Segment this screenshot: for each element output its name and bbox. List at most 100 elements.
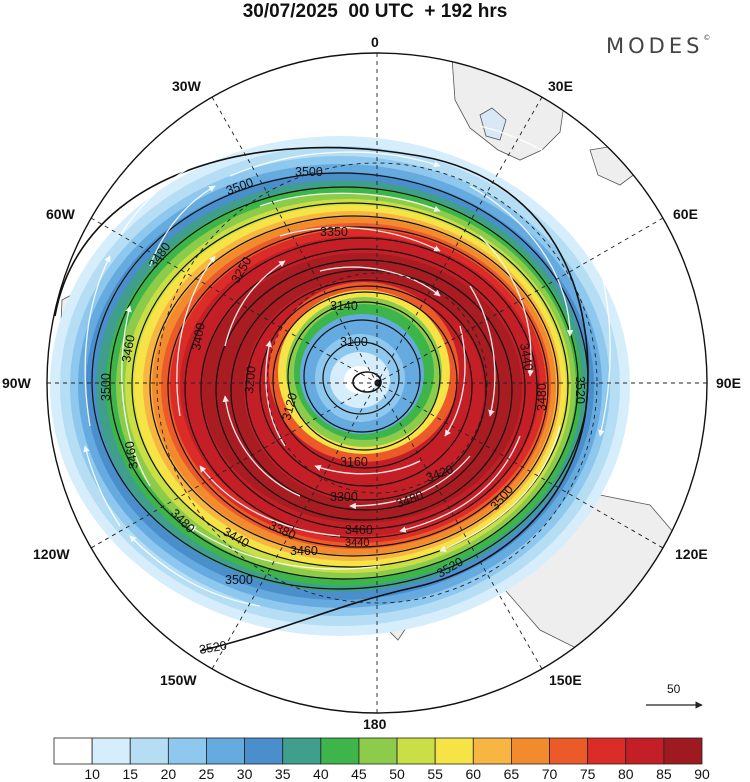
colorbar-tick-label: 45 bbox=[351, 766, 367, 782]
streamline bbox=[84, 255, 111, 427]
longitude-label-30w: 30W bbox=[172, 78, 201, 94]
streamline bbox=[265, 340, 286, 447]
streamline bbox=[314, 460, 421, 475]
contour-label: 3460 bbox=[290, 544, 318, 558]
east-africa-coast bbox=[589, 144, 641, 186]
longitude-label-30e: 30E bbox=[548, 78, 573, 94]
contour-label: 3400 bbox=[189, 322, 208, 352]
colorbar-tick-label: 60 bbox=[466, 766, 482, 782]
colorbar-cell bbox=[511, 737, 550, 765]
colorbar-cell bbox=[396, 737, 436, 765]
streamline bbox=[149, 185, 216, 267]
colorbar-cell bbox=[53, 737, 93, 765]
streamline bbox=[83, 445, 121, 527]
contour-3520 bbox=[54, 146, 589, 652]
longitude-label-90e: 90E bbox=[716, 375, 741, 391]
colorbar-cell bbox=[434, 737, 474, 765]
streamline bbox=[399, 435, 521, 533]
streamline bbox=[199, 465, 341, 537]
colorbar: 10 15 20 25 30 35 40 45 50 55 60 65 70 75 80 85 90 bbox=[53, 737, 710, 782]
longitude-label-120e: 120E bbox=[675, 546, 708, 562]
streamline bbox=[229, 151, 441, 177]
colorbar-cell bbox=[472, 737, 512, 765]
streamline bbox=[439, 425, 561, 552]
streamline bbox=[224, 260, 286, 347]
contour-label: 3480 bbox=[535, 383, 549, 411]
colorbar-cell bbox=[320, 737, 360, 765]
streamline bbox=[176, 255, 216, 417]
colorbar-tick-label: 35 bbox=[275, 766, 291, 782]
colorbar-tick-label: 70 bbox=[542, 766, 558, 782]
contour-label: 3500 bbox=[225, 573, 253, 587]
streamline bbox=[479, 125, 591, 187]
streamline bbox=[189, 525, 381, 570]
streamline bbox=[259, 192, 441, 212]
contour-label: 3440 bbox=[517, 342, 536, 372]
colorbar-cell bbox=[625, 737, 665, 765]
africa-land bbox=[451, 53, 566, 161]
colorbar-cell bbox=[549, 737, 589, 765]
longitude-label-60w: 60W bbox=[46, 206, 75, 222]
copyright-mark: © bbox=[703, 34, 711, 42]
colorbar-tick-label: 85 bbox=[656, 766, 672, 782]
streamline bbox=[119, 134, 261, 237]
modes-logo: MODES© bbox=[606, 34, 710, 58]
contour-label: 3350 bbox=[320, 225, 348, 239]
colorbar-cell bbox=[91, 737, 131, 765]
contour-label: 3300 bbox=[330, 490, 358, 504]
colorbar-cell bbox=[282, 737, 322, 765]
colorbar-cell bbox=[663, 737, 703, 765]
streamline bbox=[222, 395, 301, 497]
polar-wind-map: 3500 3500 3480 3460 3500 3460 3480 3440 … bbox=[46, 52, 708, 714]
wind-scale: 50 bbox=[646, 682, 703, 709]
wind-speed-shading bbox=[50, 136, 630, 636]
contour-label: 3520 bbox=[198, 638, 228, 657]
colorbar-tick-label: 80 bbox=[618, 766, 634, 782]
contour-label: 3500 bbox=[99, 373, 113, 401]
streamline bbox=[444, 325, 466, 437]
inner-band-10 bbox=[344, 366, 376, 394]
streamline bbox=[279, 226, 441, 252]
contour-label: 3100 bbox=[340, 335, 368, 349]
colorbar-tick-label: 50 bbox=[389, 766, 405, 782]
colorbar-tick-label: 25 bbox=[199, 766, 215, 782]
colorbar-cell bbox=[206, 737, 245, 765]
contour-label: 3140 bbox=[330, 299, 358, 313]
graticule bbox=[47, 53, 707, 713]
streamline bbox=[469, 185, 574, 337]
colorbar-tick-label: 90 bbox=[694, 766, 710, 782]
colorbar-cell bbox=[244, 737, 284, 765]
longitude-label-180: 180 bbox=[363, 716, 387, 732]
longitude-label-150w: 150W bbox=[160, 672, 197, 688]
longitude-label-120w: 120W bbox=[33, 546, 70, 562]
colorbar-tick-label: 75 bbox=[580, 766, 596, 782]
colorbar-tick-label: 15 bbox=[122, 766, 138, 782]
colorbar-tick-label: 40 bbox=[313, 766, 329, 782]
contour-label: 3460 bbox=[122, 440, 141, 470]
colorbar-tick-label: 55 bbox=[427, 766, 443, 782]
wind-scale-value: 50 bbox=[667, 682, 681, 696]
longitude-label-150e: 150E bbox=[549, 672, 582, 688]
colorbar-tick-label: 65 bbox=[504, 766, 520, 782]
longitude-label-90w: 90W bbox=[2, 375, 31, 391]
contour-label: 3200 bbox=[242, 365, 258, 394]
colorbar-cell bbox=[358, 737, 398, 765]
colorbar-tick-labels: 10 15 20 25 30 35 40 45 50 55 60 65 70 75 80 85 90 bbox=[84, 766, 710, 782]
wind-streamlines bbox=[83, 125, 611, 607]
colorbar-tick-label: 20 bbox=[161, 766, 177, 782]
streamline bbox=[349, 455, 471, 510]
contour-label: 3460 bbox=[345, 523, 373, 537]
contour-label: 3520 bbox=[573, 376, 587, 404]
colorbar-cells bbox=[53, 737, 703, 765]
longitude-label-60e: 60E bbox=[673, 206, 698, 222]
streamline bbox=[598, 265, 611, 437]
map-boundary bbox=[46, 52, 708, 714]
streamline bbox=[479, 235, 534, 377]
colorbar-cell bbox=[129, 737, 169, 765]
contour-label: 3160 bbox=[340, 455, 368, 469]
streamline bbox=[319, 266, 441, 297]
map-title: 30/07/2025 00 UTC + 192 hrs bbox=[242, 1, 508, 22]
streamline bbox=[129, 535, 261, 607]
geopotential-contours bbox=[54, 146, 589, 652]
contour-label: 3440 bbox=[345, 537, 369, 549]
